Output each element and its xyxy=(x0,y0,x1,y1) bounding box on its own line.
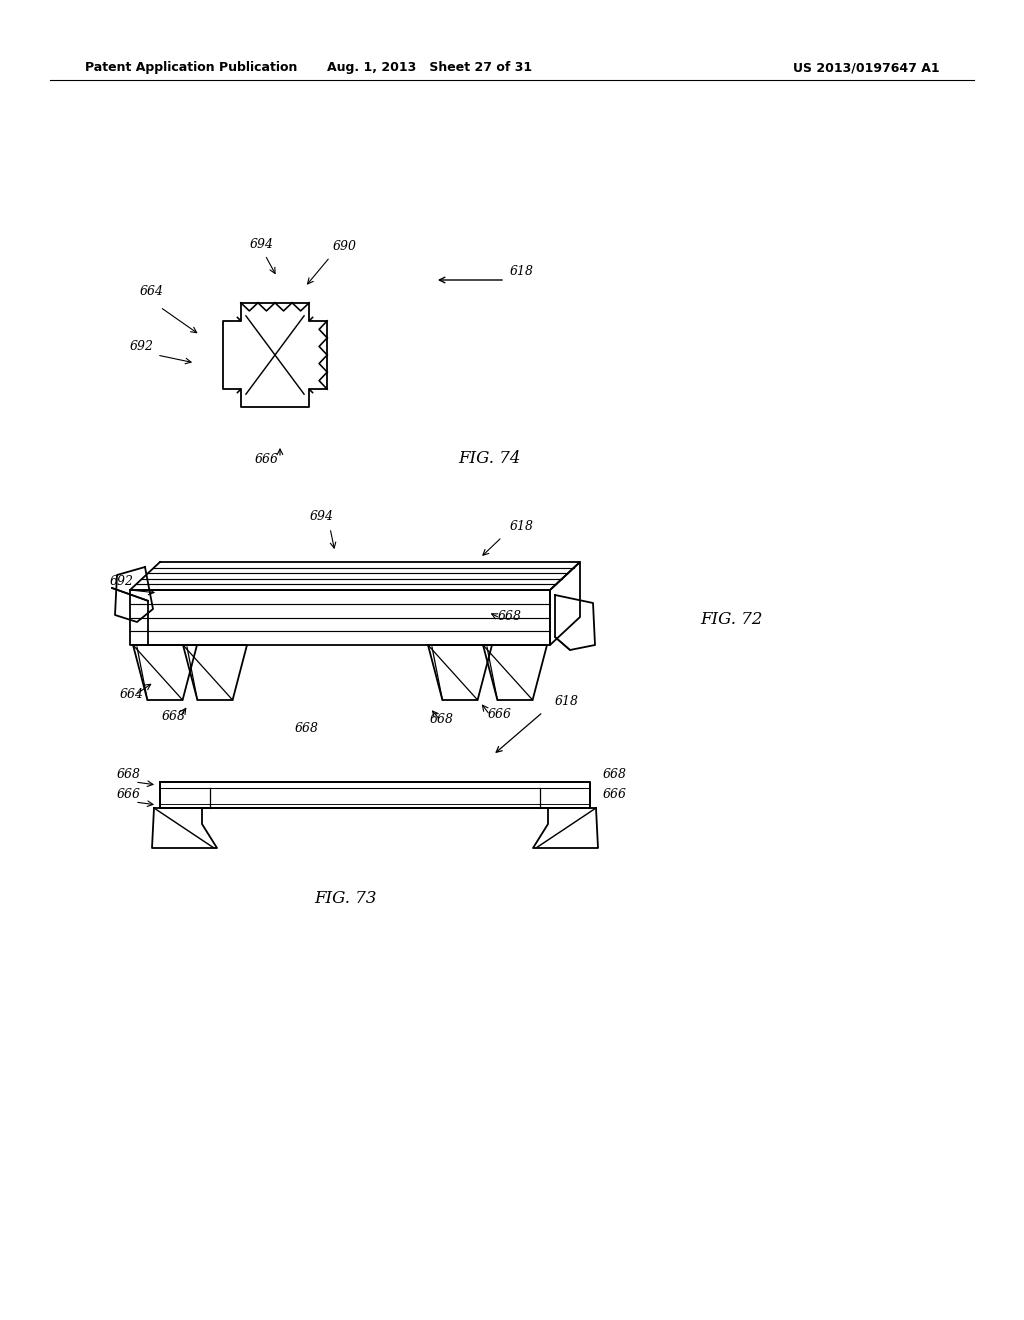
Text: 618: 618 xyxy=(510,265,534,279)
Text: 668: 668 xyxy=(498,610,522,623)
Text: US 2013/0197647 A1: US 2013/0197647 A1 xyxy=(794,62,940,74)
Text: 668: 668 xyxy=(117,768,141,781)
Text: 618: 618 xyxy=(510,520,534,533)
Text: 690: 690 xyxy=(333,240,357,253)
Text: 664: 664 xyxy=(120,688,144,701)
Text: 666: 666 xyxy=(255,453,279,466)
Text: 694: 694 xyxy=(250,238,274,251)
Text: FIG. 74: FIG. 74 xyxy=(459,450,521,467)
Text: Aug. 1, 2013   Sheet 27 of 31: Aug. 1, 2013 Sheet 27 of 31 xyxy=(328,62,532,74)
Text: 692: 692 xyxy=(130,341,154,352)
Text: 692: 692 xyxy=(110,576,134,587)
Text: FIG. 72: FIG. 72 xyxy=(700,611,763,628)
Text: 666: 666 xyxy=(117,788,141,801)
Text: FIG. 73: FIG. 73 xyxy=(313,890,376,907)
Text: 668: 668 xyxy=(162,710,186,723)
Text: 664: 664 xyxy=(140,285,164,298)
Text: Patent Application Publication: Patent Application Publication xyxy=(85,62,297,74)
Text: 668: 668 xyxy=(603,768,627,781)
Text: 666: 666 xyxy=(488,708,512,721)
Text: 694: 694 xyxy=(310,510,334,523)
Text: 666: 666 xyxy=(603,788,627,801)
Text: 618: 618 xyxy=(555,696,579,708)
Text: 668: 668 xyxy=(430,713,454,726)
Text: 668: 668 xyxy=(295,722,319,735)
